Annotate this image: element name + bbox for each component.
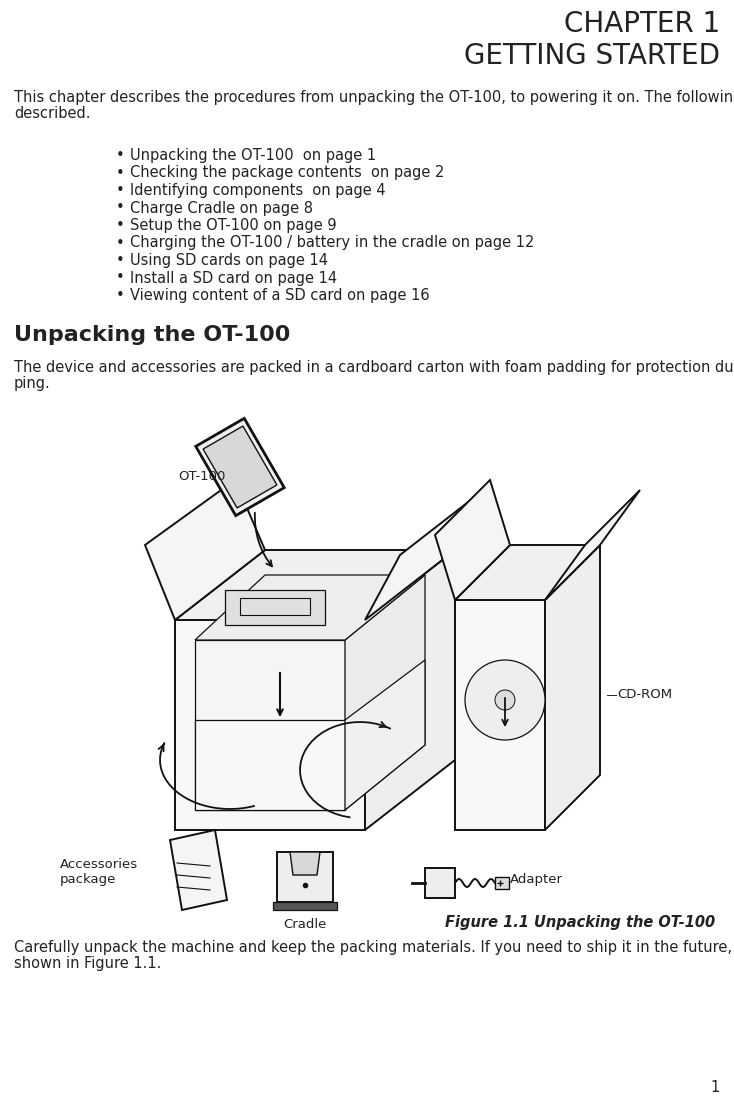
Text: •: • bbox=[116, 200, 125, 216]
Text: •: • bbox=[116, 183, 125, 198]
Text: Identifying components  on page 4: Identifying components on page 4 bbox=[130, 183, 385, 198]
Polygon shape bbox=[145, 480, 265, 620]
Text: Carefully unpack the machine and keep the packing materials. If you need to ship: Carefully unpack the machine and keep th… bbox=[14, 940, 734, 955]
Polygon shape bbox=[545, 490, 640, 600]
Polygon shape bbox=[175, 550, 455, 620]
Text: •: • bbox=[116, 148, 125, 163]
Polygon shape bbox=[345, 660, 425, 811]
Text: Adapter: Adapter bbox=[510, 873, 563, 887]
Polygon shape bbox=[455, 600, 545, 830]
Polygon shape bbox=[203, 426, 277, 508]
Text: Figure 1.1 Unpacking the OT-100: Figure 1.1 Unpacking the OT-100 bbox=[445, 915, 715, 930]
Polygon shape bbox=[195, 720, 345, 811]
Text: Setup the OT-100 on page 9: Setup the OT-100 on page 9 bbox=[130, 218, 337, 233]
Polygon shape bbox=[273, 902, 337, 910]
Text: Install a SD card on page 14: Install a SD card on page 14 bbox=[130, 271, 337, 285]
Polygon shape bbox=[455, 544, 600, 600]
Text: GETTING STARTED: GETTING STARTED bbox=[464, 42, 720, 70]
Text: Unpacking the OT-100: Unpacking the OT-100 bbox=[14, 325, 291, 345]
Polygon shape bbox=[175, 620, 365, 830]
Polygon shape bbox=[365, 485, 490, 620]
Polygon shape bbox=[545, 544, 600, 830]
Polygon shape bbox=[425, 868, 455, 898]
Circle shape bbox=[465, 660, 545, 740]
Text: OT-100: OT-100 bbox=[178, 470, 225, 483]
Text: CD-ROM: CD-ROM bbox=[617, 689, 672, 701]
Circle shape bbox=[495, 690, 515, 710]
Text: shown in Figure 1.1.: shown in Figure 1.1. bbox=[14, 956, 161, 972]
Bar bbox=[495, 877, 509, 889]
Text: •: • bbox=[116, 218, 125, 233]
Text: •: • bbox=[116, 236, 125, 250]
Polygon shape bbox=[195, 639, 345, 811]
Polygon shape bbox=[345, 575, 425, 811]
Text: •: • bbox=[116, 253, 125, 268]
Text: CHAPTER 1: CHAPTER 1 bbox=[564, 10, 720, 38]
Polygon shape bbox=[365, 550, 455, 830]
Polygon shape bbox=[225, 590, 325, 625]
Polygon shape bbox=[290, 852, 320, 875]
Text: •: • bbox=[116, 271, 125, 285]
Polygon shape bbox=[170, 830, 227, 910]
Text: Accessories
package: Accessories package bbox=[60, 858, 138, 885]
Text: Cradle: Cradle bbox=[283, 918, 327, 931]
Text: •: • bbox=[116, 165, 125, 180]
Text: Viewing content of a SD card on page 16: Viewing content of a SD card on page 16 bbox=[130, 288, 429, 303]
Polygon shape bbox=[195, 575, 425, 639]
Text: The device and accessories are packed in a cardboard carton with foam padding fo: The device and accessories are packed in… bbox=[14, 360, 734, 375]
Text: Using SD cards on page 14: Using SD cards on page 14 bbox=[130, 253, 328, 268]
Text: Charge Cradle on page 8: Charge Cradle on page 8 bbox=[130, 200, 313, 216]
Text: Unpacking the OT-100  on page 1: Unpacking the OT-100 on page 1 bbox=[130, 148, 376, 163]
Polygon shape bbox=[435, 480, 510, 600]
Polygon shape bbox=[277, 852, 333, 902]
Text: Charging the OT-100 / battery in the cradle on page 12: Charging the OT-100 / battery in the cra… bbox=[130, 236, 534, 250]
Text: described.: described. bbox=[14, 106, 90, 121]
Text: •: • bbox=[116, 288, 125, 303]
Text: Checking the package contents  on page 2: Checking the package contents on page 2 bbox=[130, 165, 444, 180]
Text: ping.: ping. bbox=[14, 376, 51, 391]
Polygon shape bbox=[196, 418, 284, 515]
Text: This chapter describes the procedures from unpacking the OT-100, to powering it : This chapter describes the procedures fr… bbox=[14, 91, 734, 105]
Text: 1: 1 bbox=[711, 1080, 720, 1095]
